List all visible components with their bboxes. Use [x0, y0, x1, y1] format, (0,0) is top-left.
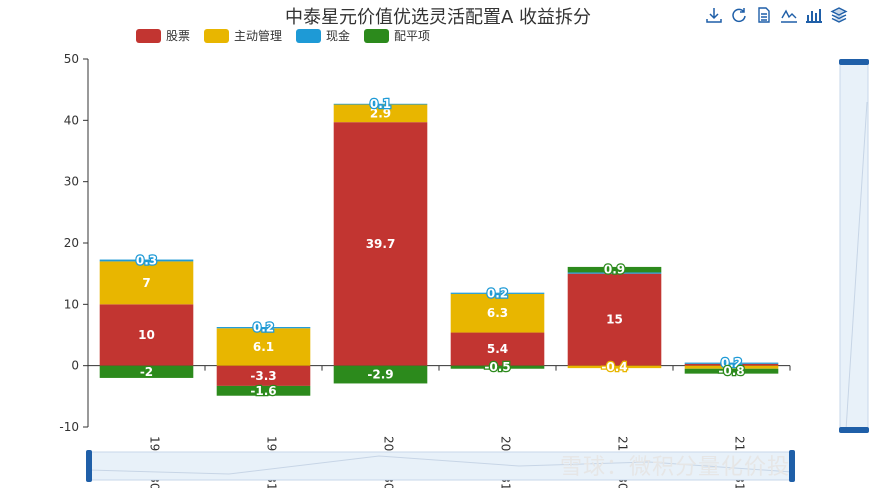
bar-segment — [333, 104, 428, 123]
bar-segment — [99, 304, 194, 366]
bar-segment — [684, 363, 779, 366]
bar-segment — [216, 365, 311, 386]
bar-segment — [99, 261, 194, 305]
data-label: -0.4 — [601, 360, 627, 374]
bar-segment — [567, 273, 662, 366]
y-zoom-handle — [839, 427, 869, 433]
data-label: 15 — [606, 313, 623, 327]
data-label: 0.3 — [136, 253, 157, 267]
y-zoom-shadow — [845, 101, 868, 431]
bar-segment — [99, 259, 194, 262]
legend-swatch — [204, 28, 230, 43]
x-zoom-handle — [789, 450, 795, 482]
y-tick-label: 10 — [64, 297, 79, 311]
stack-icon[interactable] — [830, 6, 848, 24]
y-tick-label: 40 — [64, 113, 79, 127]
data-label: 0.2 — [253, 321, 274, 335]
legend-label: 现金 — [326, 29, 351, 43]
legend-item[interactable]: 主动管理 — [204, 27, 282, 44]
bar-segment — [99, 365, 194, 378]
bar-segment — [333, 122, 428, 366]
data-label: -0.5 — [484, 360, 510, 374]
y-zoom-handle — [839, 59, 869, 65]
bar-segment — [216, 328, 311, 366]
line-chart-icon[interactable] — [780, 6, 798, 24]
data-view-icon[interactable] — [755, 6, 773, 24]
refresh-icon[interactable] — [730, 6, 748, 24]
bar-segment — [216, 385, 311, 396]
chart-title: 中泰星元价值优选灵活配置A 收益拆分 — [284, 7, 592, 28]
data-label: 0.9 — [604, 263, 625, 277]
bar-segment — [450, 365, 545, 369]
y-tick-label: 20 — [64, 236, 79, 250]
legend-item[interactable]: 股票 — [136, 27, 190, 44]
bar-segment — [216, 327, 311, 329]
watermark: 雪球：微积分量化价投 — [560, 455, 791, 480]
x-zoom-handle — [86, 450, 92, 482]
bar-segment — [450, 332, 545, 366]
data-label: 6.3 — [487, 306, 508, 320]
legend-item[interactable]: 配平项 — [364, 27, 430, 44]
data-label: -3.3 — [250, 369, 276, 383]
legend-label: 股票 — [166, 29, 191, 43]
y-tick-label: 30 — [64, 175, 79, 189]
data-label: 0.1 — [370, 97, 391, 111]
data-label: 39.7 — [366, 237, 396, 251]
bar-segment — [450, 292, 545, 294]
data-label: 10 — [138, 328, 155, 342]
legend-item[interactable]: 现金 — [296, 27, 350, 44]
y-tick-label: 0 — [71, 359, 79, 373]
download-icon[interactable] — [705, 6, 723, 24]
data-label: -1.6 — [250, 384, 276, 398]
legend-swatch — [364, 28, 390, 43]
data-label: 7 — [142, 276, 150, 290]
bar-segment — [333, 365, 428, 384]
bar-segment — [333, 103, 428, 105]
legend-swatch — [296, 28, 322, 43]
bar-segment — [567, 272, 662, 274]
legend: 股票 主动管理 现金 配平项 — [136, 27, 430, 44]
data-label: -2 — [140, 365, 153, 379]
bar-segment — [450, 293, 545, 333]
data-label: 5.4 — [487, 342, 508, 356]
y-tick-label: -10 — [59, 420, 79, 434]
y-tick-label: 50 — [64, 52, 79, 66]
x-zoom-track — [88, 451, 793, 481]
legend-label: 主动管理 — [234, 29, 283, 43]
bar-segment — [567, 266, 662, 273]
legend-swatch — [136, 28, 161, 43]
x-zoom-shadow — [88, 455, 793, 475]
legend-label: 配平项 — [394, 29, 431, 43]
data-label: 0.2 — [487, 286, 508, 300]
data-label: -2.9 — [367, 368, 393, 382]
toolbox — [705, 6, 848, 24]
data-label: 2.9 — [370, 106, 391, 120]
bar-segment — [684, 362, 779, 364]
bar-segment — [567, 365, 662, 369]
bar-segment — [684, 365, 779, 369]
data-label: -0.8 — [718, 364, 744, 378]
data-label: 0.2 — [721, 356, 742, 370]
y-zoom-track — [839, 61, 869, 431]
data-label: 6.1 — [253, 340, 274, 354]
bar-segment — [684, 368, 779, 374]
bar-chart-icon[interactable] — [805, 6, 823, 24]
